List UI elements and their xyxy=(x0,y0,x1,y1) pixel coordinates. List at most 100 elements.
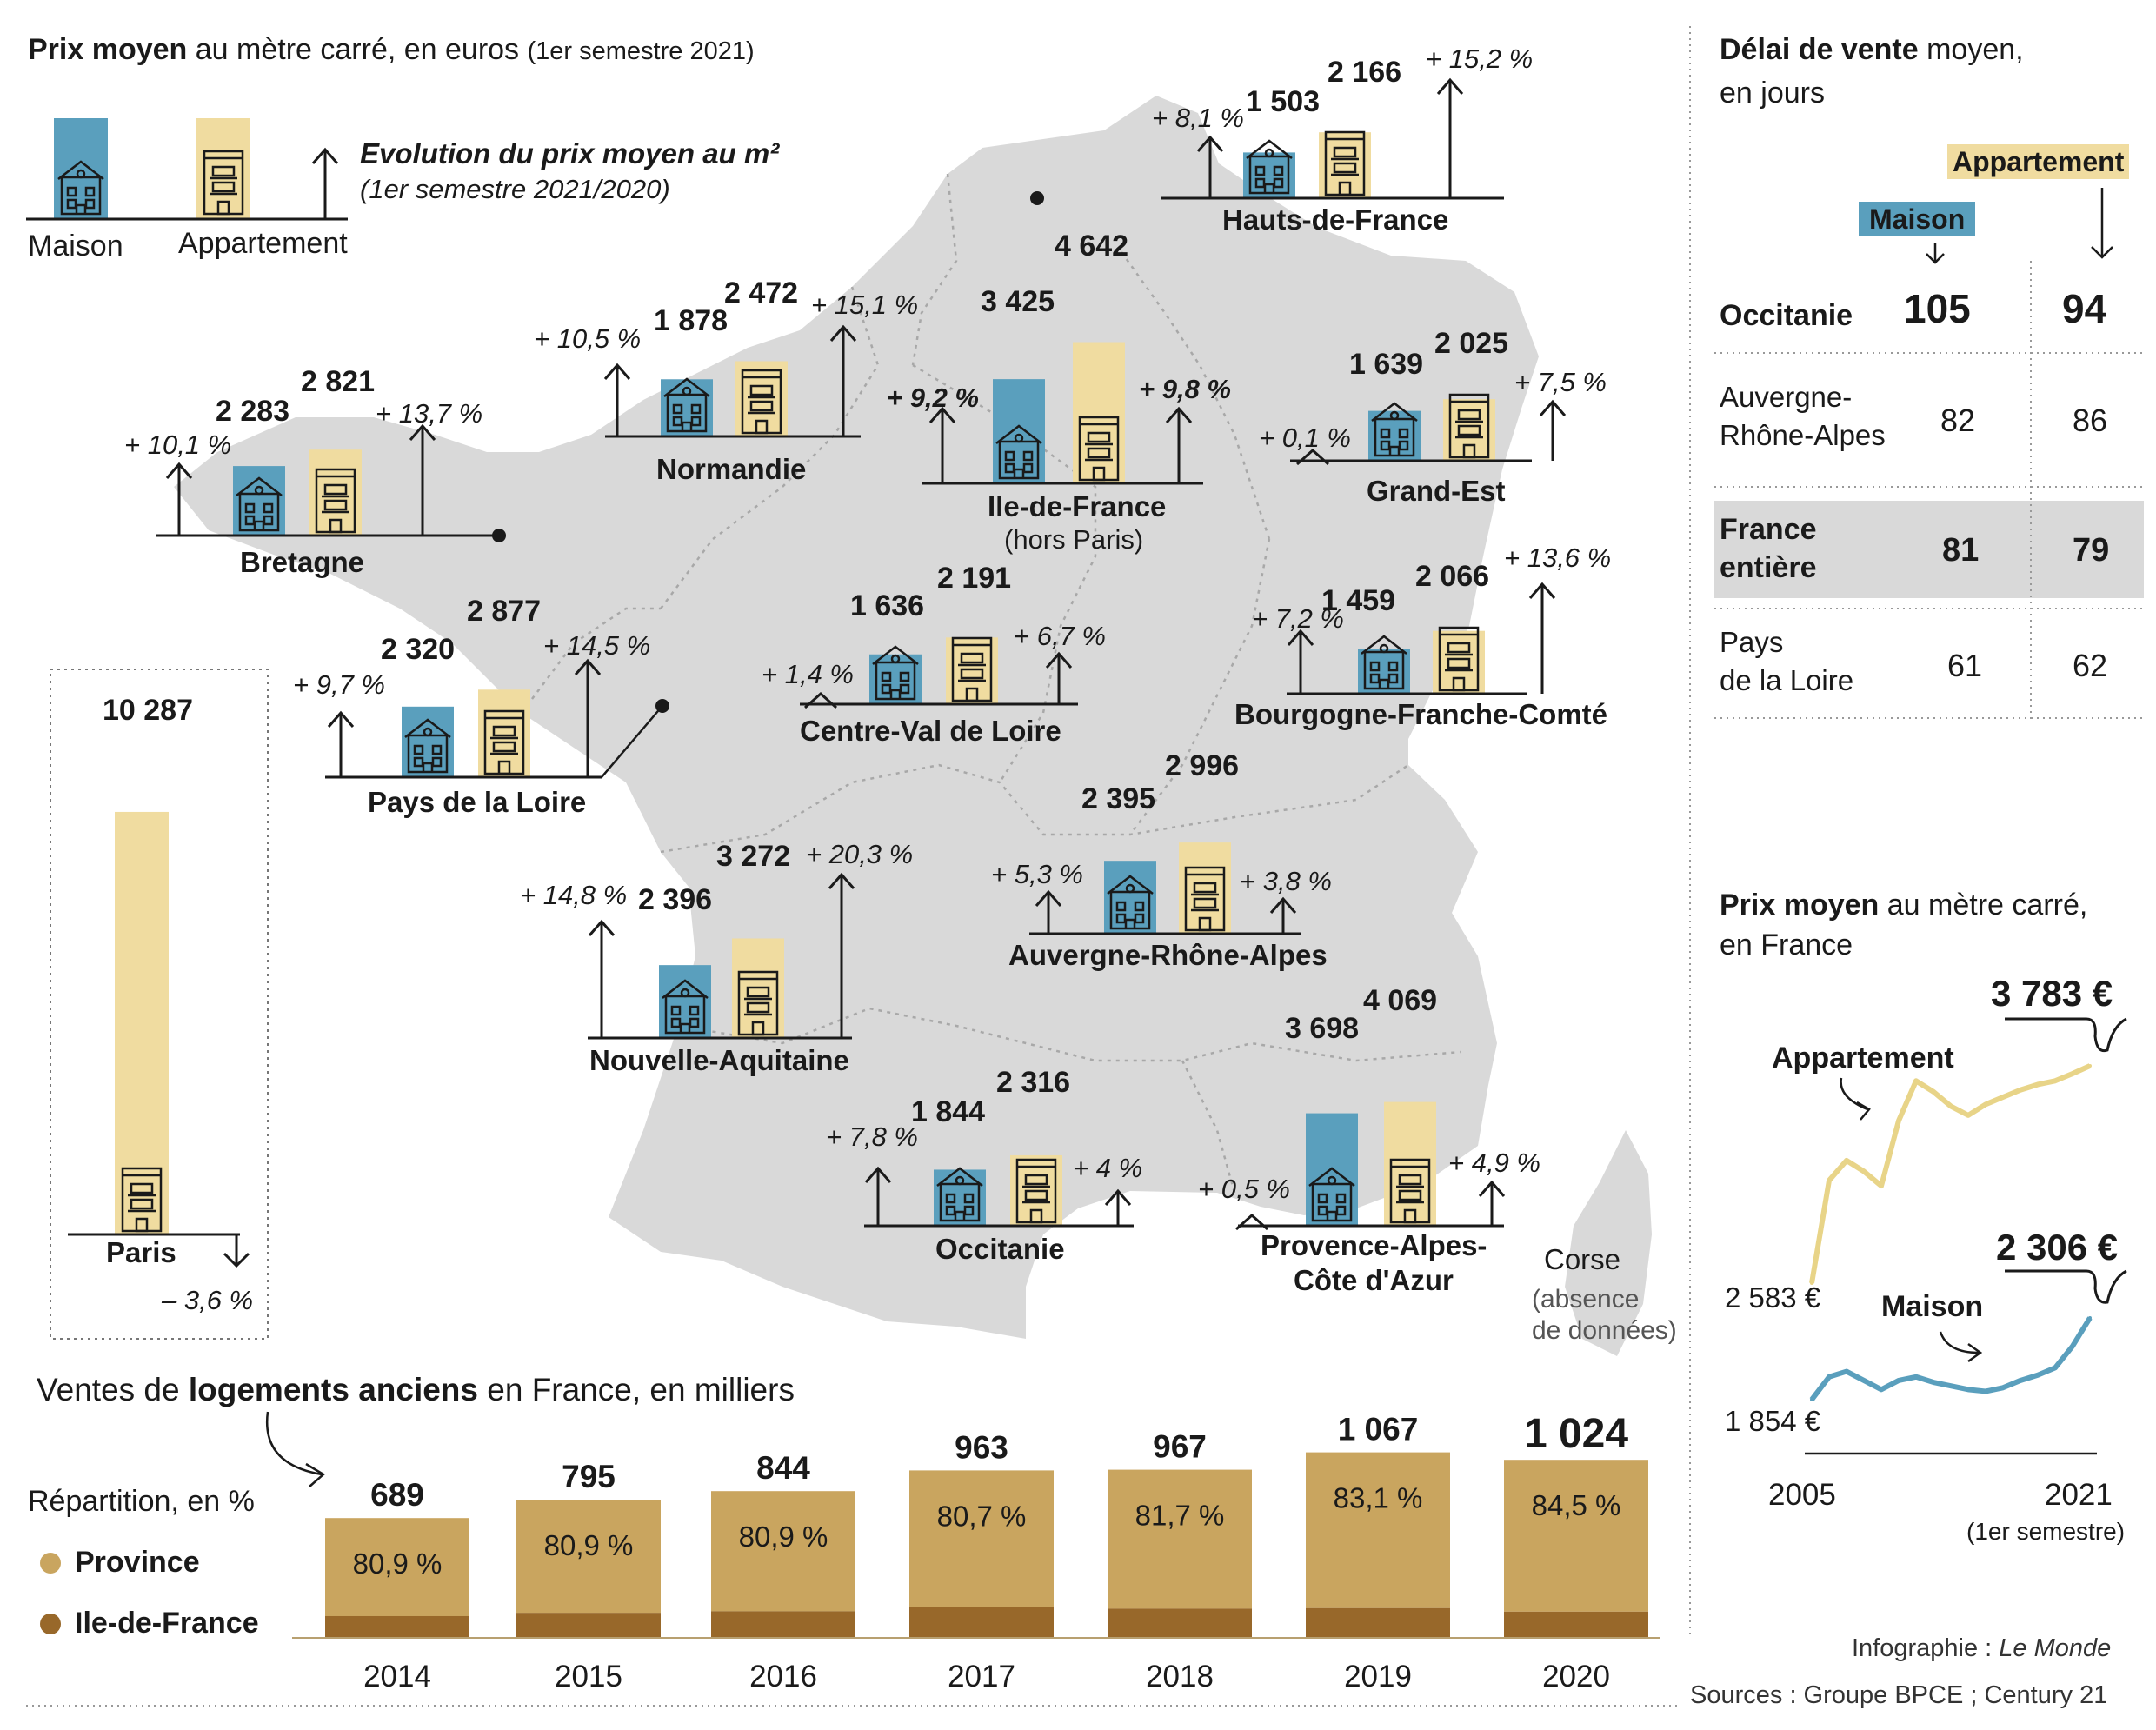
prixfr-x-start: 2005 xyxy=(1768,1478,1836,1512)
house-window xyxy=(1387,673,1399,684)
prixfr-maison-point xyxy=(2001,1386,2005,1390)
region-10-maison-bar xyxy=(934,1169,986,1226)
building-door xyxy=(1452,676,1466,692)
corse-map-shape xyxy=(1565,1130,1652,1356)
region-5-building-icon xyxy=(951,636,993,702)
building-window xyxy=(1457,424,1481,436)
house-door xyxy=(681,421,693,431)
region-5-maison-flat-icon xyxy=(804,691,837,709)
building-door xyxy=(216,200,230,216)
bretagne-maison-pct: + 10,1 % xyxy=(124,429,232,460)
house-window xyxy=(1335,1193,1347,1204)
region-10-house-icon xyxy=(936,1167,983,1222)
na-maison-value: 2 396 xyxy=(638,883,713,916)
prixfr-appart-label: Appartement xyxy=(1772,1041,1954,1075)
bfc-appart-pct: + 13,6 % xyxy=(1504,542,1612,573)
region-7-house-icon xyxy=(404,718,451,774)
house-window xyxy=(1254,165,1266,176)
house-window xyxy=(1380,440,1391,451)
house-round-window xyxy=(955,1175,965,1186)
building-window xyxy=(492,725,516,737)
arrow-head xyxy=(829,324,857,342)
house-round-window xyxy=(423,727,433,737)
house-window xyxy=(1022,450,1034,462)
delai-appart-arrow-icon xyxy=(2091,188,2113,259)
cvl-appart-value: 2 191 xyxy=(937,562,1012,595)
ventes-bar-idf-2019 xyxy=(1306,1607,1450,1638)
region-1-building-icon xyxy=(741,369,782,435)
arrow-head xyxy=(1287,629,1314,646)
house-round-window xyxy=(1389,410,1400,421)
prixfr-appart-point xyxy=(1932,1089,1935,1094)
region-border-5 xyxy=(660,763,1409,854)
house-window xyxy=(1273,165,1284,176)
house-window xyxy=(66,186,77,197)
house-door xyxy=(1013,468,1025,478)
region-6-house-icon xyxy=(1361,635,1407,690)
prixfr-maison-label: Maison xyxy=(1881,1290,1984,1323)
prixfr-appart-point xyxy=(1827,1178,1831,1182)
normandie-appart-value: 2 472 xyxy=(724,276,799,309)
house-roof xyxy=(663,377,710,397)
prixfr-appart-point xyxy=(2088,1064,2092,1068)
ventes-value-label-2020: 1 024 xyxy=(1524,1411,1628,1457)
house-window xyxy=(413,756,424,768)
ventes-bar-province-2014 xyxy=(325,1518,469,1616)
building-window xyxy=(1457,409,1481,421)
ventes-bar-province-2017 xyxy=(909,1470,1054,1607)
legend-arrow-up-icon xyxy=(311,147,339,219)
prixfr-maison-pointer-icon xyxy=(1939,1331,1983,1363)
building-window xyxy=(323,499,348,511)
ventes-pct-label-2014: 80,9 % xyxy=(353,1547,443,1580)
ara-appart-pct: + 3,8 % xyxy=(1240,866,1332,896)
region-3-appart-arrow-up-icon xyxy=(1539,399,1567,461)
arrow-head xyxy=(1436,77,1464,95)
region-10-maison-arrow-up-icon xyxy=(864,1166,892,1226)
delai-row-france-label-2: entière xyxy=(1720,551,1817,584)
hdf-maison-value: 1 503 xyxy=(1246,85,1321,118)
ventes-pct-label-2015: 80,9 % xyxy=(544,1529,634,1561)
delai-row-ara-appart: 86 xyxy=(2073,403,2108,438)
credit-infographie: Infographie : Le Monde xyxy=(1852,1634,2112,1662)
region-0-locator-dot xyxy=(1030,191,1044,205)
house-window xyxy=(84,198,96,210)
house-round-window xyxy=(682,386,692,396)
prixfr-maison-point xyxy=(2019,1378,2022,1382)
region-7-maison-bar xyxy=(402,706,454,777)
paca-maison-value: 3 698 xyxy=(1285,1012,1360,1045)
region-7-appart-arrow-up-icon xyxy=(574,658,602,777)
region-4-appart-bar xyxy=(309,449,362,536)
house-door xyxy=(1388,445,1401,456)
france-map-shape xyxy=(174,96,1539,1339)
delai-row-ara-label-2: Rhône-Alpes xyxy=(1720,419,1886,451)
arrow-head xyxy=(1478,1180,1506,1197)
house-door xyxy=(253,520,265,530)
house-window xyxy=(881,683,892,695)
region-4-house-icon xyxy=(236,476,283,532)
ventes-pointer-icon xyxy=(265,1411,326,1487)
ara-maison-value: 2 395 xyxy=(1081,782,1156,815)
na-maison-pct: + 14,8 % xyxy=(520,880,628,910)
region-11-appart-bar xyxy=(1384,1101,1436,1226)
occ-appart-pct: + 4 % xyxy=(1073,1153,1143,1183)
region-2-maison-arrow-up-icon xyxy=(928,406,956,483)
delai-row-ara-label: Auvergne- xyxy=(1720,381,1853,413)
arrow-head xyxy=(864,1166,892,1183)
region-1-appart-arrow-up-icon xyxy=(829,324,857,436)
hdf-appart-pct: + 15,2 % xyxy=(1426,43,1534,74)
normandie-name: Normandie xyxy=(656,453,807,485)
house-window xyxy=(881,671,892,682)
house-door xyxy=(1263,183,1275,193)
normandie-maison-value: 1 878 xyxy=(654,304,729,337)
arrow-head xyxy=(1045,651,1073,669)
ventes-idf-label: Ile-de-France xyxy=(75,1607,259,1640)
prixfr-maison-point xyxy=(1932,1381,1935,1385)
legend-maison-label: Maison xyxy=(28,230,123,263)
house-window xyxy=(1398,428,1409,439)
delai-row-france-maison: 81 xyxy=(1942,532,1980,569)
pdl-leader-line xyxy=(601,705,663,778)
prixfr-x-end-note: (1er semestre) xyxy=(1966,1518,2126,1545)
house-round-window xyxy=(680,988,690,998)
delai-row-pdl-maison: 61 xyxy=(1947,648,1983,683)
